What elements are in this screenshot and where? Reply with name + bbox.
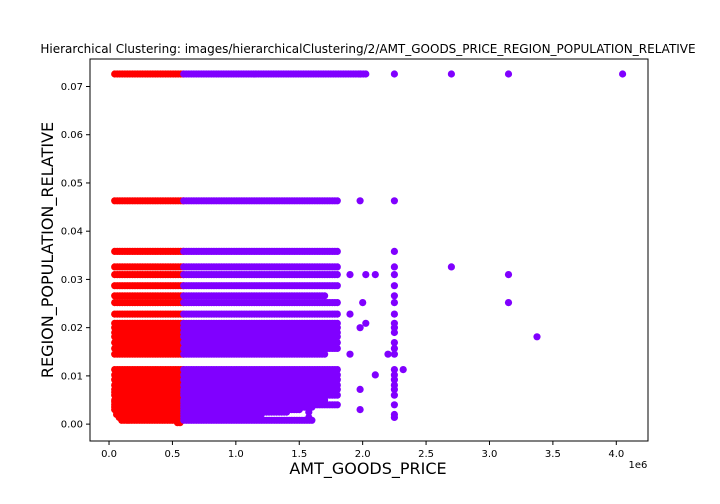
x-axis-label: AMT_GOODS_PRICE	[289, 459, 446, 479]
x-axis-ticks: 0.0 0.5 1.0 1.5 2.0 2.5 3.0 3.5 4.0	[101, 441, 624, 460]
data-point-cluster-purple	[391, 392, 398, 399]
data-point-cluster-purple	[505, 70, 512, 77]
data-point-cluster-purple	[362, 271, 369, 278]
data-point-cluster-purple	[334, 263, 341, 270]
data-point-cluster-purple	[448, 263, 455, 270]
data-point-cluster-purple	[357, 406, 364, 413]
y-tick-label: 0.00	[61, 420, 83, 431]
data-point-cluster-purple	[391, 248, 398, 255]
y-tick-label: 0.05	[61, 178, 83, 189]
data-point-cluster-purple	[346, 351, 353, 358]
data-point-cluster-purple	[334, 392, 341, 399]
x-tick-label: 3.5	[545, 449, 561, 460]
data-point-cluster-purple	[321, 351, 328, 358]
data-point-cluster-purple	[505, 271, 512, 278]
data-point-cluster-purple	[533, 333, 540, 340]
data-point-cluster-purple	[334, 299, 341, 306]
y-axis-label: REGION_POPULATION_RELATIVE	[38, 122, 58, 378]
data-point-cluster-purple	[391, 351, 398, 358]
data-point-cluster-purple	[334, 401, 341, 408]
data-point-cluster-purple	[391, 401, 398, 408]
chart-title: Hierarchical Clustering: images/hierarch…	[40, 42, 695, 56]
data-point-cluster-purple	[334, 248, 341, 255]
data-point-cluster-purple	[334, 311, 341, 318]
data-point-cluster-purple	[372, 271, 379, 278]
data-point-cluster-purple	[334, 197, 341, 204]
data-point-cluster-purple	[305, 414, 312, 421]
data-point-cluster-purple	[357, 197, 364, 204]
data-points	[111, 70, 626, 426]
data-point-cluster-purple	[448, 70, 455, 77]
data-point-cluster-purple	[334, 345, 341, 352]
y-tick-label: 0.06	[61, 130, 83, 141]
x-tick-label: 3.0	[482, 449, 498, 460]
data-point-cluster-purple	[362, 320, 369, 327]
x-tick-label: 1.0	[228, 449, 244, 460]
y-tick-label: 0.07	[61, 82, 83, 93]
data-point-cluster-purple	[505, 299, 512, 306]
y-tick-label: 0.03	[61, 275, 83, 286]
data-point-cluster-purple	[391, 263, 398, 270]
y-tick-label: 0.04	[61, 227, 83, 238]
data-point-cluster-purple	[619, 70, 626, 77]
data-point-cluster-purple	[372, 371, 379, 378]
data-point-cluster-purple	[391, 414, 398, 421]
data-point-cluster-purple	[321, 292, 328, 299]
data-point-cluster-purple	[391, 197, 398, 204]
data-point-cluster-purple	[400, 366, 407, 373]
data-point-cluster-purple	[334, 282, 341, 289]
y-axis-ticks: 0.00 0.01 0.02 0.03 0.04 0.05 0.06 0.07	[61, 82, 90, 431]
data-point-cluster-purple	[391, 292, 398, 299]
data-point-cluster-purple	[357, 386, 364, 393]
data-point-cluster-purple	[346, 311, 353, 318]
x-tick-label: 0.0	[101, 449, 117, 460]
data-point-cluster-purple	[391, 271, 398, 278]
data-point-cluster-purple	[384, 351, 391, 358]
data-point-cluster-purple	[296, 406, 303, 413]
x-tick-label: 4.0	[608, 449, 624, 460]
data-point-cluster-purple	[391, 70, 398, 77]
data-point-cluster-purple	[391, 329, 398, 336]
x-tick-label: 0.5	[164, 449, 180, 460]
data-point-cluster-purple	[346, 271, 353, 278]
y-tick-label: 0.02	[61, 323, 83, 334]
data-point-cluster-purple	[359, 299, 366, 306]
y-tick-label: 0.01	[61, 371, 83, 382]
x-axis-offset-label: 1e6	[629, 460, 648, 471]
data-point-cluster-purple	[357, 324, 364, 331]
data-point-cluster-purple	[391, 311, 398, 318]
data-point-cluster-purple	[391, 282, 398, 289]
data-point-cluster-purple	[334, 271, 341, 278]
data-point-cluster-purple	[357, 70, 364, 77]
data-point-cluster-purple	[391, 299, 398, 306]
data-point-cluster-purple	[283, 409, 290, 416]
